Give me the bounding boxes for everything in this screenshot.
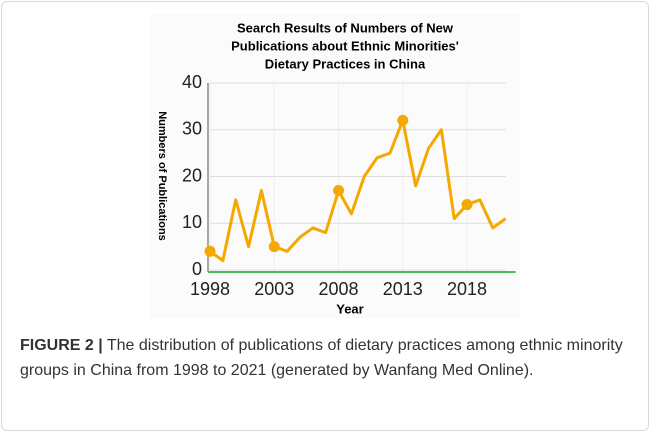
y-tick-label: 10: [182, 212, 202, 232]
x-axis-label: Year: [336, 301, 363, 316]
chart-title: Publications about Ethnic Minorities': [231, 38, 459, 53]
data-point: [461, 199, 473, 211]
x-tick-label: 1998: [190, 279, 230, 299]
y-tick-label: 0: [192, 259, 202, 279]
data-line: [209, 118, 507, 263]
chart-title: Search Results of Numbers of New: [237, 20, 454, 35]
data-point: [268, 241, 280, 253]
x-tick-label: 2018: [447, 279, 487, 299]
data-point: [333, 185, 345, 197]
y-tick-label: 30: [182, 119, 202, 139]
y-tick-label: 20: [182, 165, 202, 185]
x-tick-label: 2013: [383, 279, 423, 299]
x-tick-label: 2003: [254, 279, 294, 299]
x-tick-label: 2008: [318, 279, 358, 299]
data-point: [397, 114, 409, 126]
data-point: [204, 245, 216, 257]
caption-text: The distribution of publications of diet…: [20, 337, 623, 379]
y-tick-label: 40: [182, 72, 202, 92]
caption-label: FIGURE 2 |: [20, 337, 103, 354]
chart-background: [150, 14, 520, 318]
chart-title: Dietary Practices in China: [265, 56, 426, 71]
y-axis-label: Numbers of Publications: [156, 111, 168, 241]
caption: FIGURE 2 | The distribution of publicati…: [20, 334, 635, 383]
